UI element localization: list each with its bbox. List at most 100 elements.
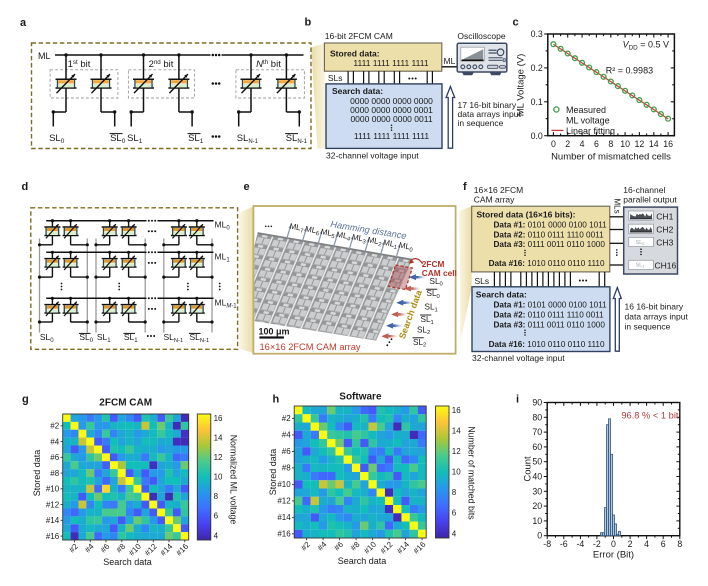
svg-text:SL1: SL1 (421, 315, 434, 326)
svg-text:#4: #4 (282, 431, 291, 440)
svg-text:Search data:: Search data: (332, 86, 383, 96)
svg-text:#16: #16 (46, 532, 60, 541)
svg-text:data arrays input: data arrays input (458, 109, 522, 119)
svg-text:80: 80 (532, 412, 542, 422)
svg-text:VDD = 0.5 V: VDD = 0.5 V (623, 40, 669, 52)
svg-text:16 16-bit binary: 16 16-bit binary (625, 301, 684, 311)
svg-text:ML: ML (38, 51, 51, 61)
svg-text:8: 8 (677, 539, 682, 549)
svg-text:0000 0000 0000 0000: 0000 0000 0000 0000 (350, 96, 433, 106)
svg-text:2: 2 (628, 539, 633, 549)
svg-text:#2: #2 (282, 414, 291, 423)
svg-text:#8: #8 (50, 469, 59, 478)
svg-text:12: 12 (635, 139, 645, 149)
svg-text:1st bit: 1st bit (68, 59, 91, 70)
svg-text:#6: #6 (282, 447, 291, 456)
svg-text:#14: #14 (277, 513, 291, 522)
svg-text:32-channel voltage input: 32-channel voltage input (326, 150, 419, 160)
svg-text:30: 30 (532, 486, 542, 496)
svg-text:g: g (22, 394, 29, 406)
svg-text:Measured: Measured (566, 105, 606, 115)
svg-text:R² = 0.9983: R² = 0.9983 (606, 66, 653, 76)
svg-text:16×16 2FCM CAM array: 16×16 2FCM CAM array (260, 342, 361, 352)
svg-text:0: 0 (611, 539, 616, 549)
svg-text:ML0: ML0 (398, 241, 414, 254)
svg-text:70: 70 (532, 427, 542, 437)
svg-text:#4: #4 (50, 437, 59, 446)
svg-text:parallel output: parallel output (623, 194, 677, 204)
svg-text:20: 20 (532, 501, 542, 511)
svg-text:ML7: ML7 (289, 222, 305, 235)
svg-text:8: 8 (452, 488, 457, 497)
svg-text:SL0: SL0 (427, 289, 440, 300)
svg-text:Stored data (16×16 bits):: Stored data (16×16 bits): (477, 210, 576, 220)
svg-text:#8: #8 (282, 464, 291, 473)
svg-text:16: 16 (214, 414, 223, 423)
svg-text:#2: #2 (50, 422, 59, 431)
svg-text:6: 6 (594, 139, 599, 149)
svg-text:in sequence: in sequence (458, 118, 504, 128)
svg-text:6: 6 (452, 509, 457, 518)
svg-text:2FCM CAM: 2FCM CAM (99, 398, 152, 409)
svg-text:Data #2: 0110 0111 1110 0011: Data #2: 0110 0111 1110 0011 (494, 311, 605, 320)
svg-text:Software: Software (339, 391, 382, 402)
svg-text:16-bit 2FCM CAM: 16-bit 2FCM CAM (325, 31, 393, 41)
svg-text:Data #16: 1010 0110 0110 1110: Data #16: 1010 0110 0110 1110 (489, 340, 605, 349)
svg-text:Nth bit: Nth bit (256, 59, 281, 70)
svg-text:data arrays input: data arrays input (625, 311, 689, 321)
svg-text:10: 10 (214, 473, 223, 482)
svg-text:SL0: SL0 (430, 277, 443, 288)
svg-text:ML voltage: ML voltage (566, 115, 610, 125)
svg-text:100 μm: 100 μm (259, 327, 290, 337)
svg-text:i: i (516, 394, 519, 406)
svg-text:Data #16: 1010 0110 0110 1110: Data #16: 1010 0110 0110 1110 (489, 259, 605, 268)
svg-text:0.0: 0.0 (531, 131, 543, 141)
svg-text:ML5: ML5 (320, 227, 336, 240)
svg-text:ML Voltage (V): ML Voltage (V) (516, 54, 527, 116)
svg-text:0000 0000 0000 0001: 0000 0000 0000 0001 (350, 105, 433, 115)
svg-text:6: 6 (214, 512, 219, 521)
svg-text:Stored data:: Stored data: (330, 49, 380, 59)
svg-text:32-channel voltage input: 32-channel voltage input (472, 353, 565, 363)
svg-text:Search data: Search data (103, 557, 152, 567)
svg-text:Stored data: Stored data (32, 450, 42, 497)
svg-text:10: 10 (532, 516, 542, 526)
svg-text:SL2: SL2 (413, 338, 426, 349)
svg-text:4: 4 (214, 531, 219, 540)
svg-text:CH3: CH3 (656, 238, 673, 248)
svg-text:-4: -4 (576, 539, 584, 549)
svg-text:Number of matched bits: Number of matched bits (467, 426, 477, 520)
svg-text:8: 8 (608, 139, 613, 149)
svg-text:b: b (305, 17, 312, 29)
svg-text:2FCM: 2FCM (422, 259, 445, 269)
svg-text:-8: -8 (543, 539, 551, 549)
svg-text:12: 12 (452, 447, 461, 456)
svg-text:h: h (273, 394, 280, 406)
svg-text:Linear fitting: Linear fitting (566, 126, 615, 136)
svg-text:SLs: SLs (475, 276, 490, 286)
svg-text:SL2: SL2 (417, 325, 430, 336)
svg-text:in sequence: in sequence (625, 321, 671, 331)
svg-text:Normalized ML voltage: Normalized ML voltage (229, 435, 239, 525)
svg-text:ML4: ML4 (335, 230, 352, 243)
svg-text:1111 1111 1111 1111: 1111 1111 1111 1111 (354, 131, 429, 141)
svg-text:14: 14 (649, 139, 659, 149)
svg-text:#12: #12 (46, 500, 60, 509)
svg-text:CH16: CH16 (655, 261, 677, 271)
svg-text:#6: #6 (50, 453, 59, 462)
svg-text:e: e (244, 181, 250, 193)
svg-text:0.2: 0.2 (531, 63, 543, 73)
svg-text:Error (Bit): Error (Bit) (593, 550, 634, 561)
svg-text:a: a (20, 17, 27, 29)
svg-text:1111 1111 1111 1111: 1111 1111 1111 1111 (353, 58, 428, 68)
svg-text:SL1: SL1 (425, 303, 438, 314)
svg-text:Data #1: 0101 0000 0100 1011: Data #1: 0101 0000 0100 1011 (494, 301, 608, 310)
svg-text:16×16 2FCM: 16×16 2FCM (474, 185, 523, 195)
svg-text:14: 14 (452, 426, 461, 435)
svg-text:ML2: ML2 (367, 235, 383, 248)
svg-text:d: d (22, 181, 29, 193)
svg-text:2: 2 (565, 139, 570, 149)
svg-text:10: 10 (452, 468, 461, 477)
svg-text:16-channel: 16-channel (623, 185, 665, 195)
svg-text:CH2: CH2 (656, 225, 673, 235)
